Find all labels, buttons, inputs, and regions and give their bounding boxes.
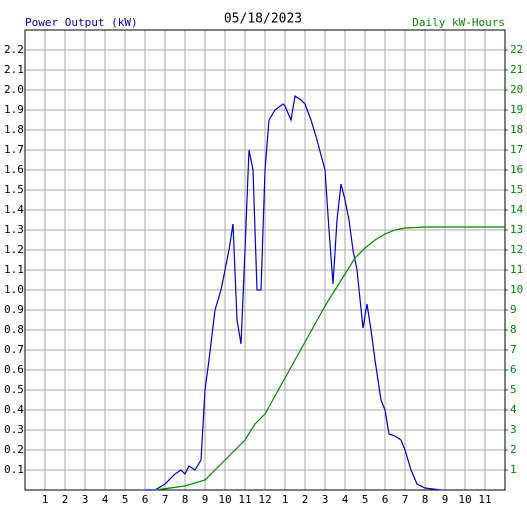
y-tick-label: 1.3	[4, 223, 24, 236]
x-tick-label: 6	[382, 493, 389, 506]
y-tick-label: 0.2	[4, 443, 24, 456]
x-tick-label: 1	[282, 493, 289, 506]
y2-tick-label: 5	[510, 383, 517, 396]
x-tick-label: 4	[342, 493, 349, 506]
x-tick-label: 10	[218, 493, 231, 506]
x-tick-label: 7	[162, 493, 169, 506]
y-tick-label: 2.0	[4, 83, 24, 96]
x-tick-label: 8	[182, 493, 189, 506]
x-tick-label: 8	[422, 493, 429, 506]
x-tick-label: 3	[82, 493, 89, 506]
y2-tick-label: 9	[510, 303, 517, 316]
y2-tick-label: 21	[510, 63, 523, 76]
x-tick-label: 2	[302, 493, 309, 506]
x-tick-label: 11	[238, 493, 251, 506]
y2-tick-label: 10	[510, 283, 523, 296]
y-tick-label: 1.4	[4, 203, 24, 216]
y2-tick-label: 13	[510, 223, 523, 236]
y-tick-label: 0.6	[4, 363, 24, 376]
y2-tick-label: 4	[510, 403, 517, 416]
x-tick-label: 6	[142, 493, 149, 506]
y2-tick-label: 15	[510, 183, 523, 196]
y-tick-label: 1.7	[4, 143, 24, 156]
y2-tick-label: 18	[510, 123, 523, 136]
y2-tick-label: 1	[510, 463, 517, 476]
y2-tick-label: 8	[510, 323, 517, 336]
x-tick-label: 4	[102, 493, 109, 506]
y2-tick-label: 12	[510, 243, 523, 256]
x-tick-label: 2	[62, 493, 69, 506]
y2-tick-label: 17	[510, 143, 523, 156]
x-tick-label: 11	[478, 493, 491, 506]
y-tick-label: 0.9	[4, 303, 24, 316]
y-tick-label: 1.6	[4, 163, 24, 176]
y2-tick-label: 16	[510, 163, 523, 176]
y-tick-label: 0.5	[4, 383, 24, 396]
chart-title: 05/18/2023	[224, 12, 302, 27]
y-tick-label: 0.1	[4, 463, 24, 476]
y2-tick-label: 22	[510, 43, 523, 56]
y-tick-label: 2.2	[4, 43, 24, 56]
x-tick-label: 5	[122, 493, 129, 506]
x-tick-label: 1	[42, 493, 49, 506]
y-tick-label: 1.8	[4, 123, 24, 136]
x-tick-label: 7	[402, 493, 409, 506]
y2-tick-label: 14	[510, 203, 524, 216]
y-tick-label: 0.3	[4, 423, 24, 436]
x-tick-label: 9	[202, 493, 209, 506]
x-tick-label: 9	[442, 493, 449, 506]
y-tick-label: 2.1	[4, 63, 24, 76]
plot-border	[24, 29, 506, 491]
y-tick-label: 1.2	[4, 243, 24, 256]
y-tick-label: 0.4	[4, 403, 24, 416]
y2-tick-label: 11	[510, 263, 523, 276]
y2-axis-label: Daily kW-Hours	[412, 16, 505, 29]
y2-tick-label: 6	[510, 363, 517, 376]
y2-tick-label: 20	[510, 83, 523, 96]
series-line	[145, 94, 442, 491]
y-tick-label: 1.9	[4, 103, 24, 116]
y2-tick-label: 3	[510, 423, 517, 436]
y-tick-label: 0.7	[4, 343, 24, 356]
y2-tick-label: 2	[510, 443, 517, 456]
y-axis-label: Power Output (kW)	[25, 16, 138, 29]
x-tick-label: 12	[258, 493, 271, 506]
x-tick-label: 3	[322, 493, 329, 506]
y2-tick-label: 19	[510, 103, 523, 116]
y-tick-label: 1.1	[4, 263, 24, 276]
x-tick-label: 5	[362, 493, 369, 506]
y2-tick-label: 7	[510, 343, 517, 356]
y-tick-label: 1.5	[4, 183, 24, 196]
y-tick-label: 0.8	[4, 323, 24, 336]
x-tick-label: 10	[458, 493, 471, 506]
y-tick-label: 1.0	[4, 283, 24, 296]
series-line	[154, 226, 505, 491]
